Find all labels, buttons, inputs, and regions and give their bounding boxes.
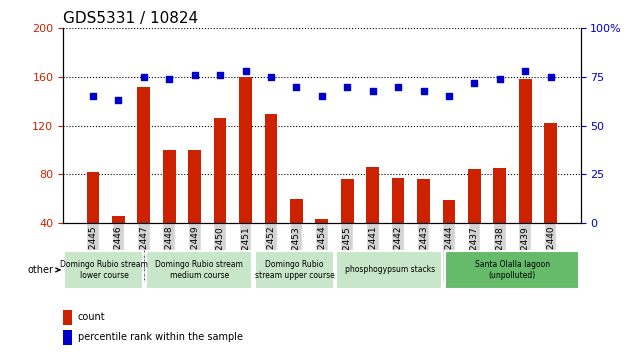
Point bbox=[469, 80, 480, 86]
Bar bbox=[63, 310, 73, 325]
Bar bbox=[468, 170, 481, 223]
Bar bbox=[264, 114, 277, 223]
Point bbox=[139, 74, 149, 80]
Point bbox=[114, 97, 124, 103]
FancyBboxPatch shape bbox=[336, 251, 442, 289]
Bar bbox=[86, 172, 99, 223]
Point bbox=[317, 93, 327, 99]
Text: phosphogypsum stacks: phosphogypsum stacks bbox=[345, 266, 435, 274]
Text: percentile rank within the sample: percentile rank within the sample bbox=[78, 332, 242, 342]
FancyBboxPatch shape bbox=[146, 251, 252, 289]
Point bbox=[393, 84, 403, 90]
Bar bbox=[367, 167, 379, 223]
Bar bbox=[63, 330, 73, 345]
FancyBboxPatch shape bbox=[445, 251, 579, 289]
Bar bbox=[493, 168, 506, 223]
Bar bbox=[392, 178, 404, 223]
Point bbox=[164, 76, 174, 82]
Bar bbox=[188, 150, 201, 223]
FancyBboxPatch shape bbox=[64, 251, 143, 289]
Point bbox=[546, 74, 556, 80]
Bar bbox=[519, 79, 531, 223]
Text: GDS5331 / 10824: GDS5331 / 10824 bbox=[63, 11, 198, 25]
Bar bbox=[341, 179, 353, 223]
Bar bbox=[239, 77, 252, 223]
Bar bbox=[417, 179, 430, 223]
Bar bbox=[442, 200, 456, 223]
Point bbox=[190, 72, 200, 78]
Bar bbox=[214, 118, 227, 223]
Point bbox=[292, 84, 302, 90]
Point bbox=[88, 93, 98, 99]
Point bbox=[444, 93, 454, 99]
Text: other: other bbox=[28, 265, 60, 275]
Point bbox=[215, 72, 225, 78]
FancyBboxPatch shape bbox=[254, 251, 334, 289]
Point bbox=[240, 68, 251, 74]
Text: Santa Olalla lagoon
(unpolluted): Santa Olalla lagoon (unpolluted) bbox=[475, 260, 550, 280]
Point bbox=[266, 74, 276, 80]
Bar bbox=[316, 219, 328, 223]
Bar bbox=[112, 216, 125, 223]
Bar bbox=[545, 123, 557, 223]
Bar bbox=[290, 199, 303, 223]
Bar bbox=[163, 150, 175, 223]
Point bbox=[520, 68, 530, 74]
Point bbox=[368, 88, 378, 93]
Text: Domingo Rubio
stream upper course: Domingo Rubio stream upper course bbox=[255, 260, 334, 280]
Text: count: count bbox=[78, 312, 105, 322]
Bar bbox=[138, 87, 150, 223]
Point bbox=[418, 88, 428, 93]
Point bbox=[495, 76, 505, 82]
Text: Domingo Rubio stream
lower course: Domingo Rubio stream lower course bbox=[60, 260, 148, 280]
Point bbox=[342, 84, 352, 90]
Text: Domingo Rubio stream
medium course: Domingo Rubio stream medium course bbox=[155, 260, 243, 280]
